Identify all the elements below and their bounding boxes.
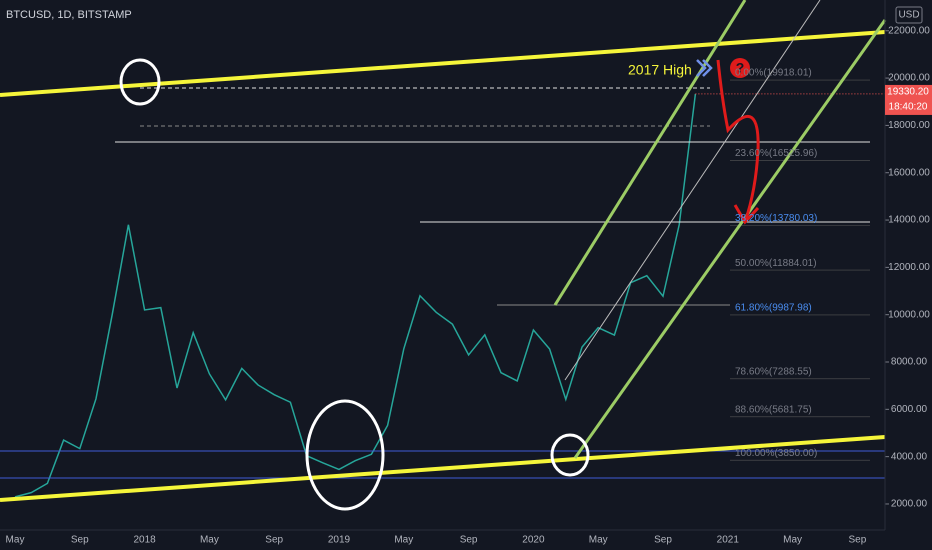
x-tick-label: 2020 [522,535,545,546]
x-tick-label: Sep [849,535,867,546]
chart-title: BTCUSD, 1D, BITSTAMP [6,9,132,21]
fib-label: 23.60%(16525.96) [735,148,817,159]
currency: USD [898,10,919,21]
fib-label: 38.20%(13780.03) [735,213,817,224]
y-tick-label: 8000.00 [891,357,928,368]
chevron [696,59,713,77]
channel-mid [564,0,821,381]
x-tick-label: 2019 [328,535,351,546]
x-tick-label: May [394,535,413,546]
x-tick-label: Sep [654,535,672,546]
fib-label: 50.00%(11884.01) [735,258,817,269]
fib-label: 88.60%(5681.75) [735,405,812,416]
price-line [14,93,697,498]
channel-line [553,0,747,306]
x-tick-label: Sep [71,535,89,546]
circle [119,58,161,106]
fib-label: 61.80%(9987.98) [735,303,812,314]
circle [550,433,590,477]
price-tag [885,84,932,115]
last-price: 19330.20 [887,87,929,98]
y-tick-label: 14000.00 [888,215,930,226]
red-arrow [716,59,760,225]
x-tick-label: May [6,535,25,546]
y-tick-label: 22000.00 [888,25,930,36]
fib-label: 78.60%(7288.55) [735,366,812,377]
y-tick-label: 18000.00 [888,120,930,131]
y-tick-label: 10000.00 [888,309,930,320]
x-tick-label: 2018 [133,535,156,546]
x-tick-label: Sep [460,535,478,546]
countdown: 18:40:20 [889,102,928,113]
plot [14,30,889,505]
x-tick-label: May [200,535,219,546]
currency-box [895,6,923,24]
x-tick-label: Sep [265,535,283,546]
x-tick-label: 2021 [717,535,740,546]
question-mark: ? [736,60,745,76]
fib-label: 100.00%(3850.00) [735,448,817,459]
trend-line [0,30,886,97]
y-tick-label: 4000.00 [891,451,928,462]
y-tick-label: 12000.00 [888,262,930,273]
trend-line [0,435,886,502]
y-tick-label: 16000.00 [888,167,930,178]
annotation: 2017 High [628,62,692,78]
y-tick-label: 20000.00 [888,73,930,84]
x-tick-label: May [783,535,802,546]
channel-line [573,19,887,459]
y-tick-label: 6000.00 [891,404,928,415]
y-tick-label: 2000.00 [891,499,928,510]
fib-label: 0.00%(19918.01) [735,68,812,79]
question-badge [730,58,750,78]
circle [305,399,385,511]
x-tick-label: May [589,535,608,546]
